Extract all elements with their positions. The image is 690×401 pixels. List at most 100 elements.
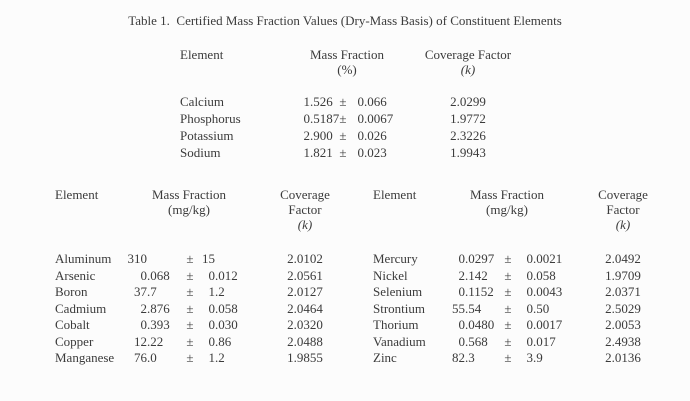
table-row: Zinc 82.3 ±3.9 2.0136 (373, 350, 673, 367)
coverage-factor-value: 1.9709 (605, 267, 641, 283)
mass-fraction-value-int: 1 (303, 94, 311, 109)
coverage-factor-value: 2.0102 (287, 251, 323, 266)
mass-fraction-value-int: 0 (458, 284, 466, 299)
mass-fraction-value-frac: .142 (465, 267, 488, 283)
element-name: Potassium (180, 128, 234, 143)
mass-fraction-label: Mass Fraction (309, 47, 385, 62)
mass-fraction-value-int: 310 (127, 251, 148, 266)
mass-fraction-value-int: 12 (134, 333, 147, 349)
mass-fraction-value-frac: .54 (465, 300, 482, 316)
uncertainty-frac: .0067 (364, 111, 394, 126)
table-row: Strontium 55.54 ±0.50 2.5029 (373, 301, 673, 318)
element-name: Vanadium (373, 333, 426, 349)
mass-fraction-value-int: 0 (140, 267, 148, 283)
uncertainty-frac: .0043 (533, 284, 563, 299)
mass-fraction-value-int: 0 (458, 251, 466, 266)
mass-fraction-value-int: 0 (458, 317, 466, 332)
plus-minus-symbol: ± (339, 145, 347, 160)
plus-minus-symbol: ± (504, 267, 512, 283)
bottom-left-table-body: Aluminum 310 ±15 2.0102 Arsenic 0.068 ±0.012 2.… (55, 251, 355, 367)
uncertainty-int: 1 (208, 350, 216, 365)
column-header-element: Element (180, 47, 224, 62)
mass-fraction-value-int: 82 (452, 350, 465, 365)
mass-fraction-value-frac: .393 (147, 317, 170, 332)
coverage-factor-label-line1: Coverage (598, 187, 648, 202)
plus-minus-symbol: ± (504, 317, 512, 332)
element-name: Calcium (180, 94, 225, 109)
mass-fraction-value-int: 0 (458, 333, 466, 349)
uncertainty-frac: .058 (215, 300, 238, 316)
mass-fraction-unit: (%) (337, 62, 357, 77)
mass-fraction-value-frac: .526 (310, 94, 333, 109)
element-name: Aluminum (55, 251, 112, 266)
uncertainty-int: 0 (526, 317, 534, 332)
element-name: Strontium (373, 300, 426, 316)
uncertainty-int: 0 (357, 111, 365, 126)
plus-minus-symbol: ± (186, 251, 194, 266)
uncertainty-frac: .026 (364, 128, 387, 143)
mass-fraction-value-frac: .876 (147, 300, 170, 316)
mass-fraction-value-frac: .22 (147, 333, 164, 349)
uncertainty-int: 0 (526, 284, 534, 299)
plus-minus-symbol: ± (339, 94, 347, 109)
mass-fraction-value-frac: .068 (147, 267, 170, 283)
mass-fraction-value-frac: .5187 (310, 111, 340, 126)
mass-fraction-value-int: 37 (134, 284, 147, 299)
uncertainty-int: 0 (526, 333, 534, 349)
uncertainty-frac: .017 (533, 333, 556, 349)
column-header-mass-fraction: Mass Fraction (mg/kg) (127, 187, 251, 232)
column-header-element: Element (55, 187, 99, 202)
element-name: Nickel (373, 267, 408, 283)
mass-fraction-value-frac: .7 (147, 284, 157, 299)
mass-fraction-value-int: 55 (452, 300, 465, 316)
bottom-left-table-header: Element Mass Fraction (mg/kg) Coverage F… (55, 187, 355, 232)
element-name: Copper (55, 333, 94, 349)
uncertainty-frac: .2 (215, 284, 225, 299)
coverage-factor-value: 2.0492 (605, 251, 641, 266)
plus-minus-symbol: ± (504, 333, 512, 349)
bottom-left-table: Element Mass Fraction (mg/kg) Coverage F… (55, 187, 355, 367)
plus-minus-symbol: ± (186, 284, 194, 299)
table-title: Table 1. Certified Mass Fraction Values … (128, 13, 562, 28)
mass-fraction-value-int: 0 (140, 317, 148, 332)
plus-minus-symbol: ± (339, 128, 347, 143)
uncertainty-frac: .50 (533, 300, 550, 316)
table-row: Copper 12.22 ±0.86 2.0488 (55, 334, 355, 351)
mass-fraction-value-frac: .900 (310, 128, 333, 143)
table-row: Boron 37.7 ±1.2 2.0127 (55, 284, 355, 301)
top-table: Element Mass Fraction (%) Coverage Facto… (180, 47, 518, 161)
coverage-factor-value: 2.0136 (605, 350, 641, 365)
coverage-factor-value: 1.9855 (287, 350, 323, 365)
uncertainty-frac: .86 (215, 333, 232, 349)
uncertainty-int: 0 (208, 333, 216, 349)
uncertainty-int: 0 (208, 317, 216, 332)
bottom-right-table: Element Mass Fraction (mg/kg) Coverage F… (373, 187, 673, 367)
uncertainty-int: 0 (357, 128, 365, 143)
uncertainty-int: 1 (208, 284, 216, 299)
column-header-coverage-factor: Coverage Factor (k) (418, 47, 518, 77)
uncertainty-int: 0 (526, 267, 534, 283)
uncertainty-int: 0 (208, 300, 216, 316)
coverage-factor-value: 2.0299 (450, 94, 486, 109)
mass-fraction-label: Mass Fraction (469, 187, 545, 202)
coverage-factor-label-line1: Coverage (280, 187, 330, 202)
mass-fraction-value-int: 76 (134, 350, 147, 365)
uncertainty-int: 0 (526, 251, 534, 266)
plus-minus-symbol: ± (186, 267, 194, 283)
table-row: Thorium 0.0480 ±0.0017 2.0053 (373, 317, 673, 334)
coverage-factor-label: Coverage Factor (424, 47, 512, 62)
plus-minus-symbol: ± (504, 300, 512, 316)
coverage-factor-value: 2.0053 (605, 317, 641, 332)
coverage-factor-value: 2.0127 (287, 284, 323, 299)
element-name: Cadmium (55, 300, 107, 316)
mass-fraction-value-int: 1 (303, 145, 311, 160)
coverage-factor-value: 2.0488 (287, 333, 323, 349)
uncertainty-frac: .012 (215, 267, 238, 283)
bottom-right-table-header: Element Mass Fraction (mg/kg) Coverage F… (373, 187, 673, 232)
plus-minus-symbol: ± (186, 317, 194, 332)
uncertainty-int: 0 (357, 94, 365, 109)
uncertainty-int: 0 (208, 267, 216, 283)
table-row: Cadmium 2.876 ±0.058 2.0464 (55, 301, 355, 318)
table-row: Mercury 0.0297 ±0.0021 2.0492 (373, 251, 673, 268)
